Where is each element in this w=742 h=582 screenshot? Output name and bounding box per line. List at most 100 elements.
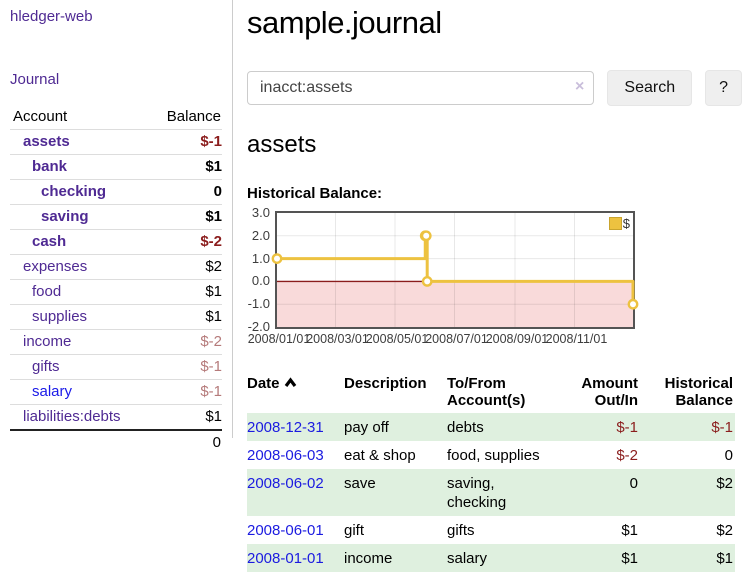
transaction-date-link[interactable]: 2008-06-03 — [247, 447, 324, 464]
account-column-header: Account — [13, 108, 68, 125]
account-row: checking 0 — [10, 179, 222, 205]
transaction-date-link[interactable]: 2008-06-02 — [247, 475, 324, 492]
account-link[interactable]: cash — [32, 233, 67, 250]
account-name-cell: assets — [10, 129, 149, 155]
transaction-amount-cell: $-1 — [566, 413, 640, 441]
help-button[interactable]: ? — [705, 70, 742, 106]
account-name-cell: income — [10, 329, 149, 355]
transaction-description-cell: save — [344, 469, 447, 516]
transaction-date-link[interactable]: 2008-12-31 — [247, 419, 324, 436]
clear-search-icon[interactable]: × — [575, 78, 585, 95]
account-row: saving $1 — [10, 204, 222, 230]
y-tick-label: -1.0 — [247, 296, 270, 312]
legend-swatch-icon — [608, 217, 622, 230]
account-name-cell: bank — [10, 154, 149, 180]
chart-y-axis-labels: 3.0 2.0 1.0 0.0 -1.0 -2.0 — [247, 205, 275, 334]
account-link[interactable]: saving — [41, 208, 89, 225]
y-tick-label: -2.0 — [247, 319, 270, 334]
spacer-cell — [10, 429, 149, 455]
account-row: liabilities:debts $1 — [10, 404, 222, 430]
transaction-accounts-cell: saving, checking — [447, 469, 566, 516]
chart-canvas[interactable] — [271, 213, 639, 327]
y-tick-label: 0.0 — [251, 273, 270, 289]
account-name-cell: salary — [10, 379, 149, 405]
search-button[interactable]: Search — [607, 70, 693, 106]
transaction-description-cell: income — [344, 544, 447, 572]
account-row: bank $1 — [10, 154, 222, 180]
account-heading: assets — [247, 131, 317, 158]
transaction-amount-cell: 0 — [566, 469, 640, 516]
register-body: 2008-12-31 pay off debts $-1 $-1 2008-06-03 ea… — [247, 413, 735, 572]
account-row: supplies $1 — [10, 304, 222, 330]
transaction-balance-cell: $-1 — [640, 413, 735, 441]
account-link[interactable]: bank — [32, 158, 68, 175]
transaction-date-link[interactable]: 2008-01-01 — [247, 550, 324, 567]
sidebar-accounts-body: assets $-1 bank $1 checking 0 saving $1 cash $-2 e… — [10, 129, 222, 430]
account-balance: $1 — [148, 404, 222, 430]
legend-label: $ — [622, 216, 630, 231]
transaction-date-cell: 2008-06-01 — [247, 516, 344, 544]
transaction-accounts-cell: food, supplies — [447, 447, 540, 464]
x-tick-label: 2008/07/01 — [425, 332, 488, 346]
transaction-amount-cell: $-2 — [616, 447, 638, 464]
register-table: Date Description To/From Account(s) Amou… — [247, 372, 735, 572]
register-row: 2008-06-02 save saving, checking 0 $2 — [247, 469, 735, 516]
description-column-header: Description — [344, 375, 427, 392]
account-name-cell: cash — [10, 229, 149, 255]
account-link[interactable]: supplies — [32, 308, 88, 325]
account-balance: $-2 — [148, 329, 222, 355]
chart-x-axis-labels: 2008/01/01 2008/03/01 2008/05/01 2008/07/01… — [248, 332, 742, 348]
x-tick-label: 2008/11/01 — [545, 332, 608, 346]
sidebar-item-journal[interactable]: Journal — [10, 71, 60, 88]
account-name-cell: saving — [10, 204, 149, 230]
account-name-cell: liabilities:debts — [10, 404, 149, 430]
account-name-cell: supplies — [10, 304, 149, 330]
account-link[interactable]: checking — [41, 183, 107, 200]
account-link[interactable]: assets — [23, 133, 70, 150]
account-link[interactable]: income — [23, 333, 72, 350]
register-row: 2008-06-01 gift gifts $1 $2 — [247, 516, 735, 544]
register-row: 2008-12-31 pay off debts $-1 $-1 — [247, 413, 735, 441]
transaction-description-cell: gift — [344, 522, 365, 539]
account-balance: $1 — [148, 304, 222, 330]
account-link[interactable]: gifts — [32, 358, 60, 375]
account-balance: $-1 — [148, 379, 222, 405]
historical-balance-chart: 3.0 2.0 1.0 0.0 -1.0 -2.0 $ — [247, 205, 742, 334]
account-link[interactable]: food — [32, 283, 62, 300]
transaction-description-cell: pay off — [344, 413, 447, 441]
account-link[interactable]: expenses — [23, 258, 88, 275]
account-balance: $-1 — [148, 129, 222, 155]
register-row: 2008-06-03 eat & shop food, supplies $-2 0 — [247, 441, 735, 469]
transaction-amount-cell: $1 — [621, 522, 638, 539]
transaction-balance-cell: 0 — [724, 447, 733, 464]
transaction-balance-cell: $1 — [640, 544, 735, 572]
accounts-total-row: 0 — [10, 429, 222, 455]
app-title-link[interactable]: hledger-web — [10, 8, 93, 25]
date-column-header[interactable]: Date — [247, 372, 344, 413]
account-row: assets $-1 — [10, 129, 222, 155]
register-header-row: Date Description To/From Account(s) Amou… — [247, 372, 735, 413]
amount-column-header: Amount Out/In — [581, 375, 638, 409]
chart-plot-area[interactable]: $ — [271, 211, 639, 329]
chart-legend: $ — [608, 216, 630, 231]
account-name-cell: gifts — [10, 354, 149, 380]
account-name-cell: checking — [10, 179, 149, 205]
account-row: expenses $2 — [10, 254, 222, 280]
transaction-date-link[interactable]: 2008-06-01 — [247, 522, 324, 539]
chart-title: Historical Balance: — [247, 185, 383, 202]
account-link[interactable]: liabilities:debts — [23, 408, 121, 425]
search-input-wrap: × — [247, 71, 595, 105]
y-tick-label: 2.0 — [251, 227, 270, 243]
account-link[interactable]: salary — [32, 383, 73, 400]
transaction-balance-cell: $2 — [640, 469, 735, 516]
search-input[interactable] — [247, 71, 595, 105]
account-balance: $-2 — [148, 229, 222, 255]
accounts-column-header: To/From Account(s) — [447, 375, 526, 409]
account-row: salary $-1 — [10, 379, 222, 405]
accounts-total-value: 0 — [148, 429, 222, 455]
transaction-date-cell: 2008-06-02 — [247, 469, 344, 516]
x-tick-label: 2008/01/01 — [247, 332, 311, 346]
x-tick-label: 2008/09/01 — [485, 332, 549, 346]
main-content: sample.journal × Search ? assets Histori… — [247, 0, 742, 572]
sidebar-account-table: Account Balance assets $-1 bank $1 checking 0… — [10, 106, 222, 455]
